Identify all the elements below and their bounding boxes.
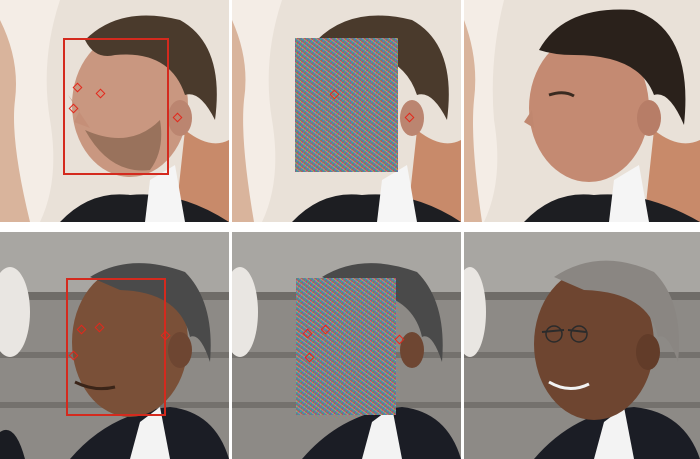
face-detection-box [66, 278, 166, 416]
row1-masked-panel [232, 0, 461, 222]
row1-original-panel [0, 0, 229, 222]
row1-swapped-image [464, 0, 700, 222]
row1-original-image [0, 0, 229, 222]
row2-original-panel [0, 232, 229, 459]
row1-swapped-panel [464, 0, 700, 222]
row2-swapped-panel [464, 232, 700, 459]
row2-swapped-image [464, 232, 700, 459]
face-detection-box [63, 38, 169, 175]
row2-original-image [0, 232, 229, 459]
noise-mask [296, 278, 396, 415]
noise-mask [295, 38, 398, 172]
row2-masked-panel [232, 232, 461, 459]
